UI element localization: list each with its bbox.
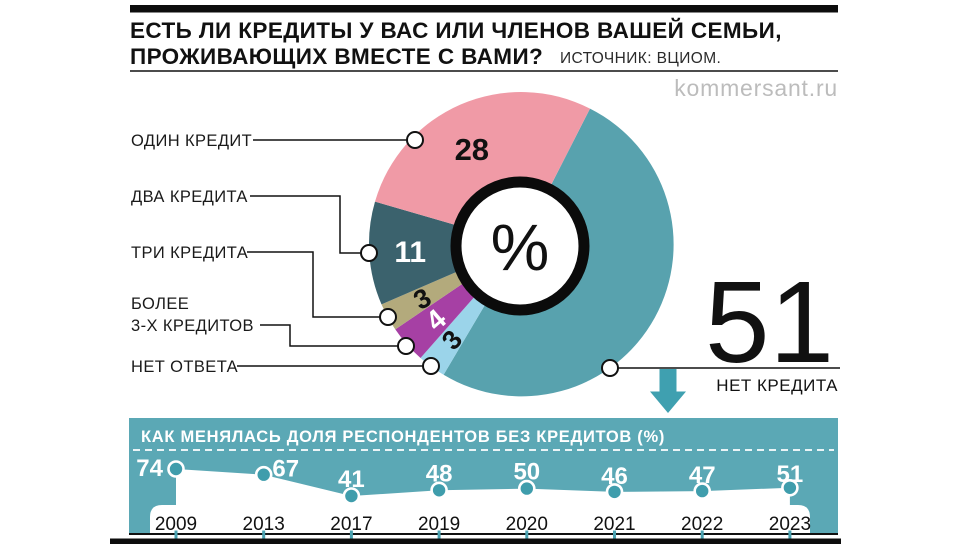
page-title-line2: ПРОЖИВАЮЩИХ ВМЕСТЕ С ВАМИ? — [130, 44, 543, 69]
pie-slice-value: 11 — [394, 236, 426, 269]
year-label-2019: 2019 — [418, 514, 460, 535]
page-title-line1: ЕСТЬ ЛИ КРЕДИТЫ У ВАС ИЛИ ЧЛЕНОВ ВАШЕЙ С… — [130, 18, 782, 43]
history-title: КАК МЕНЯЛАСЬ ДОЛЯ РЕСПОНДЕНТОВ БЕЗ КРЕДИ… — [141, 428, 665, 446]
value-label-2023: 51 — [777, 461, 804, 488]
history-points: 74 2009 67 2013 41 2017 48 2019 50 2020 46 2021 47 20… — [136, 455, 811, 535]
leader-dot-more-credits — [397, 337, 415, 355]
year-label-2020: 2020 — [506, 514, 548, 535]
year-label-2009: 2009 — [155, 514, 197, 535]
value-label-2019: 48 — [426, 460, 453, 487]
data-point-2023 — [781, 478, 799, 497]
data-point-2009 — [167, 460, 185, 478]
data-point-2022 — [693, 482, 712, 500]
data-point-2020 — [517, 479, 536, 498]
value-label-2021: 46 — [601, 463, 628, 490]
down-arrow-icon — [650, 391, 686, 413]
callout-label: НЕТ КРЕДИТА — [716, 376, 838, 395]
data-point-2017 — [342, 487, 361, 505]
leader-dot-no-credit — [601, 359, 619, 377]
data-point-2019 — [430, 481, 448, 500]
percent-sign: % — [491, 210, 550, 284]
year-label-2013: 2013 — [243, 514, 285, 535]
legend: ОДИН КРЕДИТ ДВА КРЕДИТА ТРИ КРЕДИТА БОЛЕ… — [131, 131, 440, 376]
value-label-2022: 47 — [689, 462, 716, 489]
data-point-2013 — [254, 465, 273, 484]
year-label-2022: 2022 — [681, 514, 723, 535]
history-white-area — [150, 469, 810, 535]
legend-item-more-credits-line1: БОЛЕЕ — [131, 295, 189, 313]
legend-item-two-credits: ДВА КРЕДИТА — [131, 188, 248, 206]
pie-slice-value: 28 — [455, 132, 489, 167]
watermark: kommersant.ru — [674, 75, 838, 101]
callout-value: 51 — [705, 257, 834, 387]
leader-line-two-credits — [250, 195, 364, 254]
legend-item-no-answer: НЕТ ОТВЕТА — [131, 358, 238, 376]
year-label-2017: 2017 — [330, 514, 372, 535]
leader-dot-no-answer — [422, 357, 440, 375]
bottom-bar — [110, 538, 841, 544]
history-chart: КАК МЕНЯЛАСЬ ДОЛЯ РЕСПОНДЕНТОВ БЕЗ КРЕДИ… — [129, 418, 838, 542]
history-area — [150, 469, 810, 535]
down-arrow-shaft — [659, 369, 677, 393]
value-label-2013: 67 — [272, 456, 299, 483]
callout-no-credit: 51 НЕТ КРЕДИТА — [601, 257, 840, 413]
leader-dot-one-credit — [406, 131, 424, 149]
legend-item-more-credits-line2: 3-Х КРЕДИТОВ — [131, 317, 254, 335]
year-label-2023: 2023 — [769, 514, 811, 535]
legend-item-one-credit: ОДИН КРЕДИТ — [131, 132, 252, 150]
value-label-2020: 50 — [513, 459, 540, 486]
leader-dot-three-credits — [379, 308, 397, 326]
top-bar — [130, 5, 838, 13]
pie-center-circle — [450, 176, 590, 316]
source-label: ИСТОЧНИК: ВЦИОМ. — [560, 50, 721, 67]
value-label-2017: 41 — [338, 466, 365, 493]
leader-line-more-credits — [260, 324, 400, 347]
leader-dot-two-credits — [360, 244, 378, 262]
pie-slice-1 — [368, 201, 521, 305]
data-point-2021 — [605, 483, 624, 501]
value-label-2009: 74 — [136, 455, 163, 482]
year-label-2021: 2021 — [593, 514, 635, 535]
leader-line-three-credits — [247, 251, 383, 318]
legend-item-three-credits: ТРИ КРЕДИТА — [131, 244, 248, 262]
